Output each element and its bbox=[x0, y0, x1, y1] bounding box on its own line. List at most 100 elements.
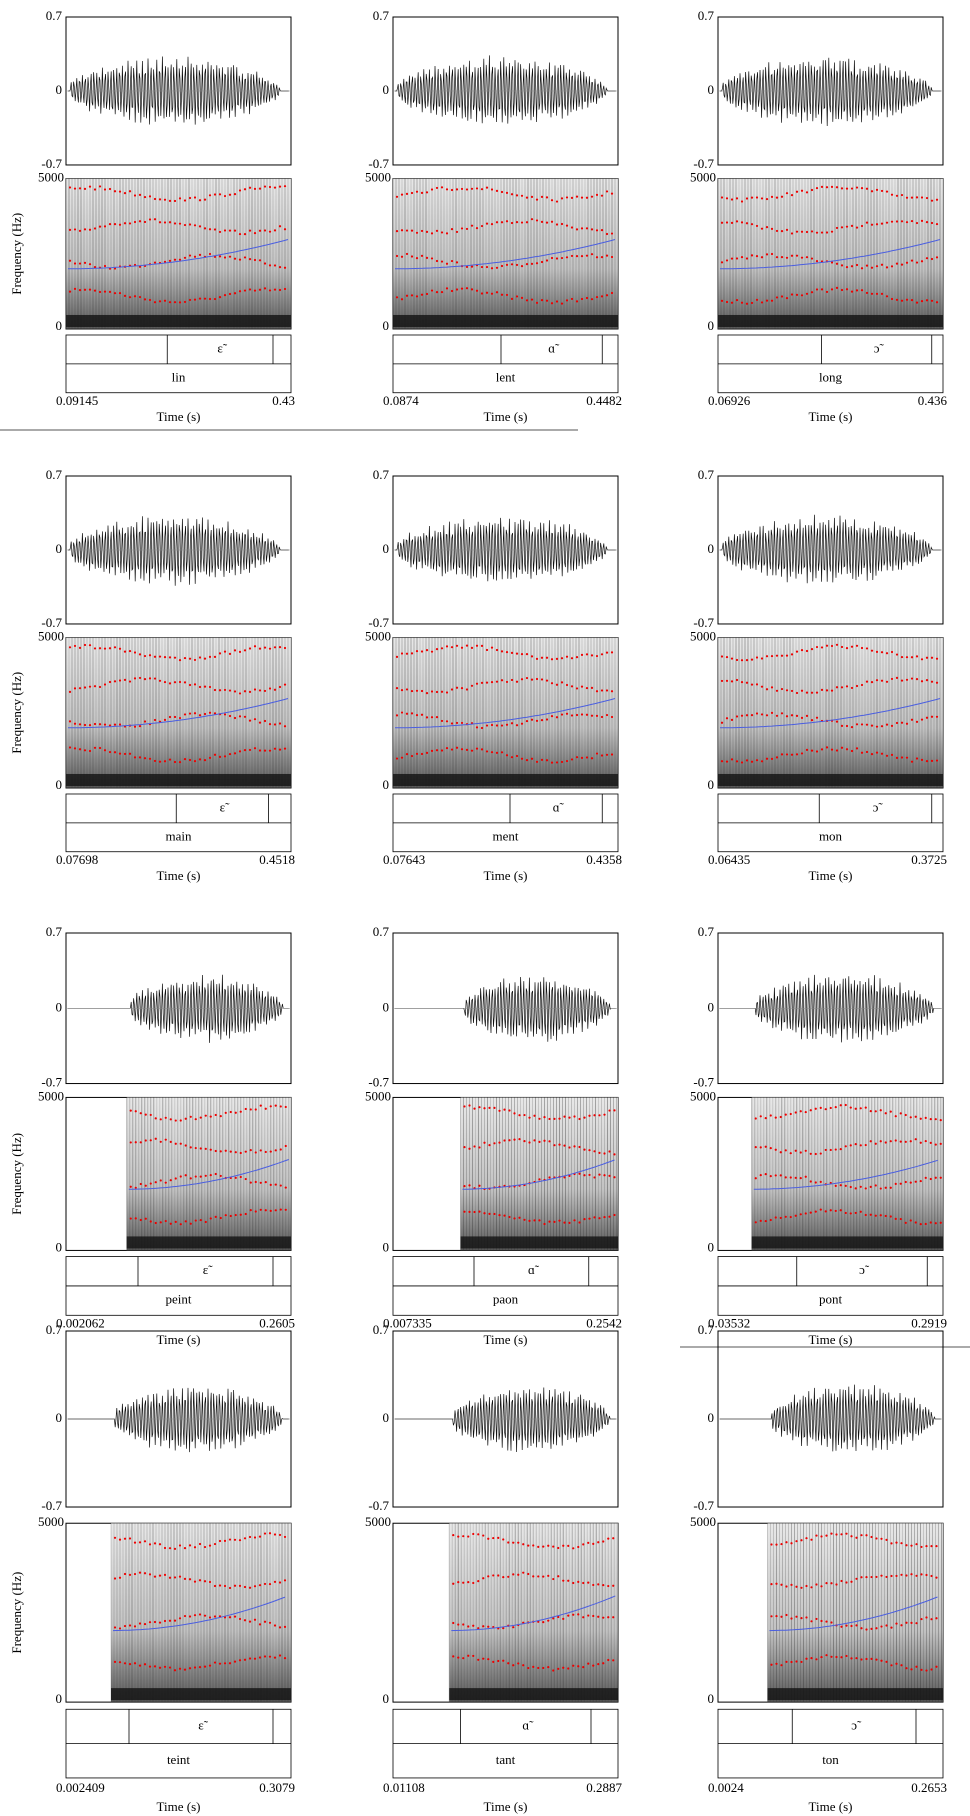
formant-dot bbox=[78, 687, 82, 690]
formant-dot bbox=[113, 292, 117, 295]
formant-dot bbox=[795, 714, 799, 717]
formant-dot bbox=[228, 229, 232, 232]
formant-dot bbox=[129, 1141, 132, 1144]
formant-dot bbox=[745, 197, 749, 200]
formant-dot bbox=[890, 297, 894, 301]
formant-dot bbox=[588, 1114, 591, 1117]
formant-dot bbox=[178, 659, 182, 662]
word-label: ment bbox=[493, 828, 519, 843]
formant-dot bbox=[490, 267, 494, 270]
formant-dot bbox=[148, 677, 152, 680]
formant-dot bbox=[138, 676, 142, 680]
formant-dot bbox=[264, 1209, 267, 1212]
spectrogram bbox=[767, 1523, 943, 1703]
formant-dot bbox=[560, 256, 564, 260]
formant-dot bbox=[540, 678, 544, 681]
formant-dot bbox=[128, 1573, 132, 1576]
formant-dot bbox=[430, 716, 434, 719]
formant-dot bbox=[123, 1537, 127, 1540]
wave-tick-label: 0.7 bbox=[698, 8, 715, 23]
waveform bbox=[395, 976, 616, 1042]
formant-dot bbox=[849, 1106, 852, 1109]
formant-dot bbox=[530, 718, 534, 721]
formant-dot bbox=[590, 253, 594, 256]
formant-dot bbox=[158, 655, 162, 658]
formant-dot bbox=[850, 1657, 853, 1660]
formant-dot bbox=[480, 292, 484, 295]
freq-tick-label: 0 bbox=[56, 777, 63, 792]
formant-dot bbox=[785, 753, 789, 756]
formant-dot bbox=[184, 1220, 187, 1223]
formant-dot bbox=[889, 1140, 892, 1143]
formant-dot bbox=[148, 1543, 152, 1546]
formant-dot bbox=[203, 1545, 207, 1549]
formant-dot bbox=[400, 756, 404, 759]
formant-dot bbox=[565, 196, 569, 199]
formant-dot bbox=[570, 758, 574, 761]
formant-dot bbox=[522, 1543, 525, 1546]
formant-dot bbox=[572, 1664, 575, 1667]
formant-dot bbox=[253, 645, 257, 648]
formant-dot bbox=[457, 1656, 460, 1659]
formant-dot bbox=[780, 1583, 783, 1586]
formant-dot bbox=[238, 692, 242, 695]
formant-dot bbox=[930, 257, 934, 261]
formant-dot bbox=[525, 719, 529, 723]
formant-dot bbox=[460, 748, 464, 751]
formant-dot bbox=[258, 1535, 262, 1538]
formant-dot bbox=[580, 713, 584, 716]
formant-dot bbox=[455, 188, 459, 191]
formant-dot bbox=[805, 649, 809, 653]
formant-dot bbox=[830, 288, 834, 291]
formant-dot bbox=[520, 653, 524, 656]
formant-dot bbox=[248, 690, 252, 694]
formant-dot bbox=[163, 1573, 167, 1576]
formant-dot bbox=[500, 264, 504, 268]
formant-dot bbox=[820, 288, 824, 291]
formant-dot bbox=[850, 1624, 853, 1628]
formant-dot bbox=[249, 1149, 252, 1152]
formant-dot bbox=[597, 1615, 600, 1618]
formant-dot bbox=[780, 1542, 783, 1546]
formant-dot bbox=[495, 189, 499, 192]
formant-dot bbox=[925, 1544, 928, 1548]
wave-tick-label: 0.7 bbox=[698, 1322, 715, 1337]
formant-dot bbox=[840, 746, 844, 749]
formant-dot bbox=[193, 760, 197, 763]
formant-dot bbox=[88, 228, 92, 231]
formant-dot bbox=[920, 758, 924, 762]
formant-dot bbox=[263, 287, 267, 290]
formant-dot bbox=[870, 266, 874, 269]
formant-dot bbox=[573, 1145, 576, 1148]
formant-dot bbox=[889, 1215, 892, 1218]
formant-dot bbox=[188, 712, 192, 715]
formant-dot bbox=[163, 299, 167, 302]
formant-dot bbox=[910, 196, 914, 199]
formant-dot bbox=[894, 1217, 897, 1221]
formant-dot bbox=[565, 683, 569, 687]
freq-tick-label: 5000 bbox=[365, 1514, 391, 1529]
formant-dot bbox=[435, 186, 439, 190]
formant-dot bbox=[575, 756, 579, 759]
formant-dot bbox=[750, 658, 754, 661]
formant-dot bbox=[123, 1624, 127, 1628]
formant-dot bbox=[78, 748, 82, 751]
formant-dot bbox=[248, 186, 252, 189]
wave-tick-label: 0.7 bbox=[698, 924, 715, 939]
formant-dot bbox=[462, 1657, 465, 1660]
formant-dot bbox=[730, 718, 734, 721]
formant-dot bbox=[123, 294, 127, 297]
formant-dot bbox=[764, 1219, 767, 1223]
formant-dot bbox=[525, 221, 529, 224]
pitch-line bbox=[112, 1596, 286, 1632]
formant-dot bbox=[500, 221, 504, 224]
formant-dot bbox=[769, 1114, 772, 1117]
formant-dot bbox=[108, 724, 112, 727]
formant-dot bbox=[188, 196, 192, 200]
formant-dot bbox=[839, 1104, 842, 1107]
formant-dot bbox=[273, 186, 277, 189]
x-axis-label: Time (s) bbox=[157, 1799, 201, 1814]
formant-dot bbox=[915, 1665, 918, 1668]
wave-tick-label: 0 bbox=[56, 1410, 63, 1425]
